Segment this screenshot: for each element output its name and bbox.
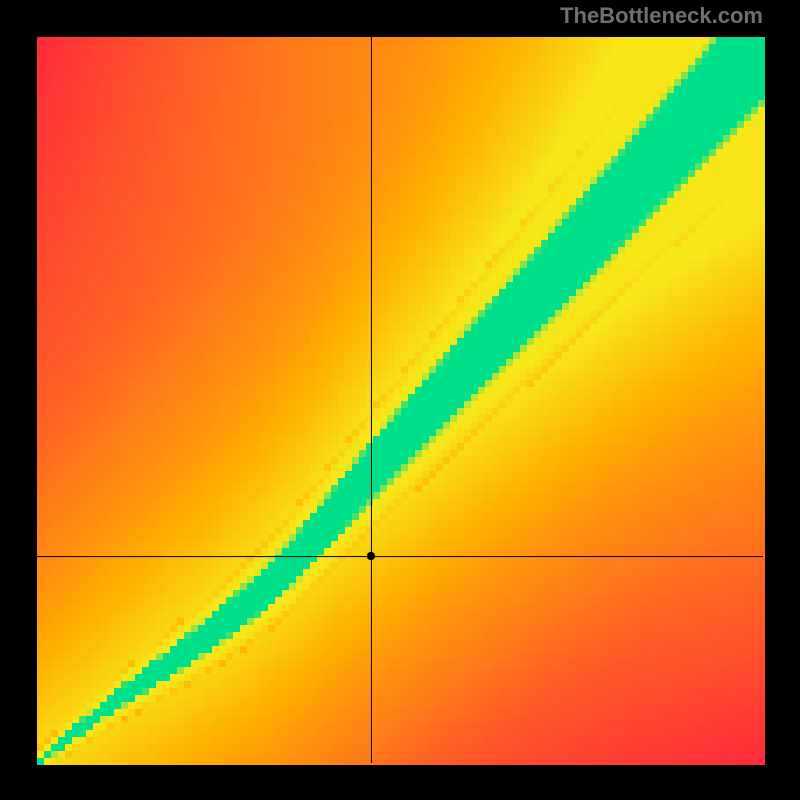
chart-container: TheBottleneck.com <box>0 0 800 800</box>
watermark-text: TheBottleneck.com <box>560 3 763 29</box>
heatmap-canvas <box>0 0 800 800</box>
